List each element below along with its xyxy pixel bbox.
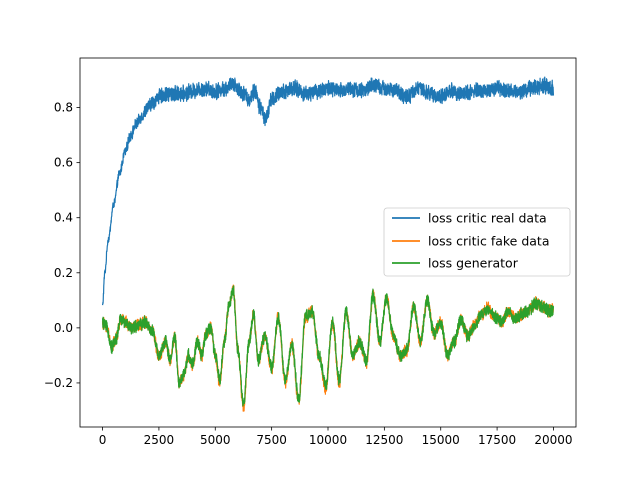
x-tick-label: 0 bbox=[99, 433, 107, 447]
legend-box bbox=[383, 207, 571, 277]
x-tick-label: 20000 bbox=[534, 433, 572, 447]
y-tick-label: 0.2 bbox=[54, 266, 73, 280]
x-tick-label: 12500 bbox=[365, 433, 403, 447]
x-tick-label: 17500 bbox=[478, 433, 516, 447]
y-tick-label: 0.8 bbox=[54, 101, 73, 115]
series-layer bbox=[101, 76, 555, 412]
x-tick-label: 5000 bbox=[200, 433, 231, 447]
x-axis: 0 2500 5000 7500 10000 12500 15000 17500 20000 bbox=[99, 427, 573, 447]
series-line-generator bbox=[101, 285, 555, 407]
y-axis: −0.2 0.0 0.2 0.4 0.6 0.8 bbox=[44, 101, 80, 390]
y-tick-label: 0.6 bbox=[54, 156, 73, 170]
legend-label-fake: loss critic fake data bbox=[428, 234, 550, 249]
y-tick-label: 0.4 bbox=[54, 211, 73, 225]
series-line-fake bbox=[101, 284, 555, 412]
y-tick-label: −0.2 bbox=[44, 376, 73, 390]
x-tick-label: 2500 bbox=[144, 433, 175, 447]
x-tick-label: 15000 bbox=[422, 433, 460, 447]
series-line-real bbox=[101, 76, 555, 306]
y-tick-label: 0.0 bbox=[54, 321, 73, 335]
legend-label-generator: loss generator bbox=[428, 256, 519, 271]
x-tick-label: 10000 bbox=[309, 433, 347, 447]
x-tick-label: 7500 bbox=[256, 433, 287, 447]
legend-label-real: loss critic real data bbox=[428, 211, 547, 226]
legend: loss critic real data loss critic fake d… bbox=[383, 207, 571, 277]
